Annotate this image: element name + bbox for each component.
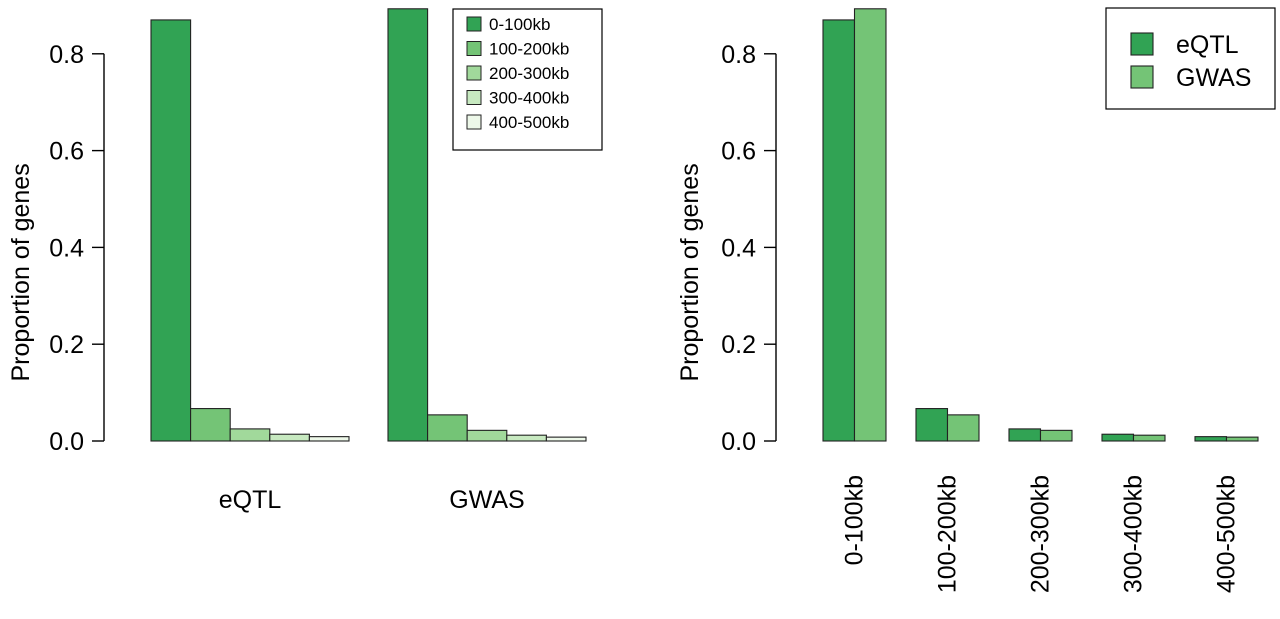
right-legend-swatch xyxy=(1130,65,1154,89)
left-bar-gwas-0-100kb xyxy=(387,8,429,442)
right-bar-400-500kb-eqtl xyxy=(1194,436,1228,442)
right-y-tick-label: 0.2 xyxy=(721,331,756,359)
left-y-axis-label: Proportion of genes xyxy=(7,163,35,381)
left-bar-gwas-300-400kb xyxy=(506,434,547,442)
left-chart-stacked-by-distance: 0.0 0.2 0.4 0.6 0.8 Proportion of genes eQTL GW… xyxy=(7,8,603,514)
right-x-category-label: 200-300kb xyxy=(1027,475,1055,593)
left-y-tick-label: 0.2 xyxy=(49,331,84,359)
right-y-tick-label: 0.0 xyxy=(721,428,756,456)
right-y-tick-label: 0.4 xyxy=(721,234,756,262)
left-legend-label: 300-400kb xyxy=(489,89,569,108)
right-x-category-label: 400-500kb xyxy=(1213,475,1241,593)
left-y-tick-label: 0.8 xyxy=(49,41,84,69)
left-bar-eqtl-200-300kb xyxy=(229,428,271,442)
right-x-category-label: 100-200kb xyxy=(934,475,962,593)
left-legend-swatch xyxy=(466,114,482,130)
right-x-category-label: 300-400kb xyxy=(1120,475,1148,593)
left-bar-gwas-100-200kb xyxy=(427,414,468,442)
left-bar-eqtl-0-100kb xyxy=(150,19,192,442)
left-x-category-label: eQTL xyxy=(219,486,282,514)
right-bar-400-500kb-gwas xyxy=(1225,436,1259,442)
right-bar-0-100kb-eqtl xyxy=(822,19,856,442)
left-bar-gwas-200-300kb xyxy=(466,429,508,442)
left-legend-label: 0-100kb xyxy=(489,15,550,34)
right-chart-grouped-by-study: 0.0 0.2 0.4 0.6 0.8 Proportion of genes 0-100k… xyxy=(676,7,1276,593)
left-bar-gwas-400-500kb xyxy=(545,436,587,442)
left-y-tick-label: 0.6 xyxy=(49,138,84,166)
left-legend-swatch xyxy=(466,65,482,81)
right-bar-200-300kb-gwas xyxy=(1039,429,1073,442)
left-legend-label: 400-500kb xyxy=(489,113,569,132)
right-legend-swatch xyxy=(1130,32,1154,56)
right-legend-box xyxy=(1105,7,1276,110)
left-legend-swatch xyxy=(466,41,482,56)
left-y-tick-label: 0.4 xyxy=(49,234,84,262)
right-bar-100-200kb-eqtl xyxy=(915,408,949,442)
right-y-tick-label: 0.8 xyxy=(721,41,756,69)
left-legend-label: 100-200kb xyxy=(489,40,569,59)
right-bar-300-400kb-eqtl xyxy=(1101,433,1135,442)
right-bar-300-400kb-gwas xyxy=(1132,434,1166,442)
right-legend-label: GWAS xyxy=(1176,64,1251,92)
right-x-category-label: 0-100kb xyxy=(841,475,869,565)
left-legend-swatch xyxy=(466,90,482,105)
right-y-tick-label: 0.6 xyxy=(721,138,756,166)
left-bar-eqtl-400-500kb xyxy=(308,436,350,442)
left-x-category-label: GWAS xyxy=(449,486,524,514)
left-legend-swatch xyxy=(466,16,482,32)
right-bar-200-300kb-eqtl xyxy=(1008,428,1042,442)
left-bar-eqtl-100-200kb xyxy=(190,408,231,442)
left-y-tick-label: 0.0 xyxy=(49,428,84,456)
left-bar-eqtl-300-400kb xyxy=(269,433,310,442)
right-bar-0-100kb-gwas xyxy=(853,8,887,442)
right-bar-100-200kb-gwas xyxy=(946,414,980,442)
right-y-axis-label: Proportion of genes xyxy=(676,163,704,381)
left-legend-label: 200-300kb xyxy=(489,64,569,83)
right-legend-label: eQTL xyxy=(1176,31,1239,59)
